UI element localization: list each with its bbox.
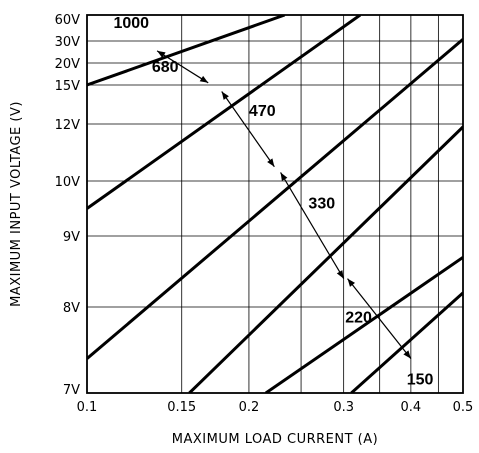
arrow-head xyxy=(199,75,209,83)
x-tick-label: 0.3 xyxy=(333,400,354,415)
x-tick-label: 0.15 xyxy=(167,400,196,415)
y-axis-ticks: 7V 8V 9V 10V 12V 15V 20V 30V 60V xyxy=(55,13,81,398)
series-label-150: 150 xyxy=(407,371,434,388)
arrow-head xyxy=(267,158,275,167)
arrow-shaft xyxy=(347,278,412,359)
arrow-shaft xyxy=(280,172,345,279)
arrow-head xyxy=(336,270,344,279)
arrow-head xyxy=(221,91,229,100)
series-line-1000 xyxy=(87,15,286,87)
series-lines xyxy=(87,15,463,393)
series-labels: 1000 680 470 330 220 150 xyxy=(113,15,433,388)
y-tick-label: 60V xyxy=(55,13,81,28)
arrow-head xyxy=(280,172,288,181)
x-tick-label: 0.5 xyxy=(453,400,474,415)
x-axis-title: MAXIMUM LOAD CURRENT (A) xyxy=(172,432,378,447)
grid-lines xyxy=(87,15,463,393)
y-tick-label: 30V xyxy=(55,35,81,50)
annotation-arrows xyxy=(156,50,412,359)
arrow-head xyxy=(403,350,411,359)
series-line-150 xyxy=(350,291,463,393)
arrow-shaft xyxy=(156,50,209,84)
series-line-680 xyxy=(87,15,362,210)
y-tick-label: 15V xyxy=(55,79,81,94)
x-tick-label: 0.1 xyxy=(77,400,98,415)
arrow-shaft xyxy=(221,91,275,168)
x-axis-ticks: 0.1 0.15 0.2 0.3 0.4 0.5 xyxy=(77,400,474,415)
series-line-330 xyxy=(188,125,463,393)
series-line-470 xyxy=(87,38,463,360)
series-label-1000: 1000 xyxy=(113,15,149,32)
series-label-680: 680 xyxy=(152,59,179,76)
arrow-head xyxy=(347,278,355,287)
y-tick-label: 8V xyxy=(63,301,80,316)
x-tick-label: 0.2 xyxy=(239,400,260,415)
series-line-220 xyxy=(264,256,463,393)
x-tick-label: 0.4 xyxy=(401,400,422,415)
plot-frame xyxy=(86,14,464,394)
arrow-head xyxy=(157,50,166,58)
y-tick-label: 9V xyxy=(63,230,80,245)
series-label-470: 470 xyxy=(249,103,276,120)
series-label-220: 220 xyxy=(345,309,372,326)
y-axis-title: MAXIMUM INPUT VOLTAGE (V) xyxy=(9,101,24,307)
y-tick-label: 7V xyxy=(63,383,80,398)
series-label-330: 330 xyxy=(308,196,335,213)
y-tick-label: 12V xyxy=(55,118,81,133)
y-tick-label: 20V xyxy=(55,57,81,72)
y-tick-label: 10V xyxy=(55,175,81,190)
